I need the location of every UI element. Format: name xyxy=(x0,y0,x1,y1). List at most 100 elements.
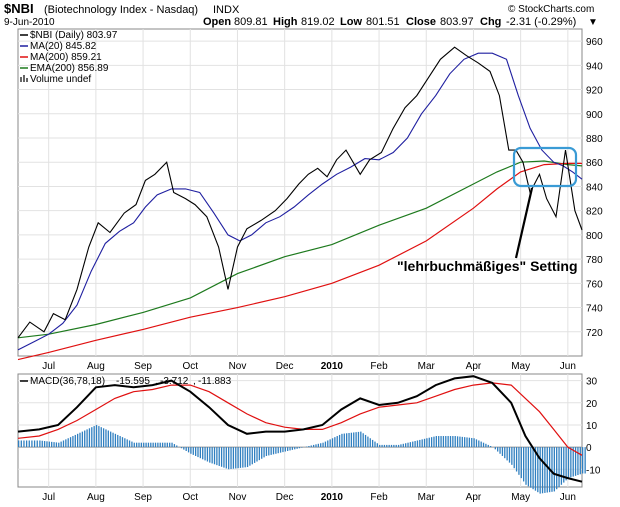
histogram-bar xyxy=(166,442,168,448)
legend-ema200: EMA(200) 856.89 xyxy=(30,63,109,74)
histogram-bar xyxy=(423,438,426,448)
histogram-bar xyxy=(126,439,128,448)
histogram-bar xyxy=(312,444,315,448)
macd-x-tick-label: Feb xyxy=(370,492,388,503)
histogram-bar xyxy=(261,447,263,459)
histogram-bar xyxy=(515,447,518,472)
macd-y-tick-label: -10 xyxy=(586,465,601,476)
macd-x-tick-label: Apr xyxy=(466,492,482,503)
histogram-bar xyxy=(164,442,166,448)
price-x-tick-label: Feb xyxy=(370,361,388,372)
histogram-bar xyxy=(497,447,499,452)
histogram-bar xyxy=(504,447,506,459)
histogram-bar xyxy=(43,441,46,448)
histogram-bar xyxy=(456,436,459,448)
price-y-tick-label: 960 xyxy=(586,37,603,48)
price-legend: $NBI (Daily) 803.97 MA(20) 845.82 MA(200… xyxy=(20,30,118,85)
histogram-bar xyxy=(376,443,378,448)
histogram-bar xyxy=(173,444,176,448)
legend-signal-value: -3.712 xyxy=(160,376,189,387)
histogram-bar xyxy=(485,443,487,448)
histogram-bar xyxy=(190,447,192,454)
histogram-bar xyxy=(315,444,317,448)
histogram-bar xyxy=(574,447,577,476)
histogram-bar xyxy=(185,447,187,451)
histogram-bar xyxy=(501,447,504,456)
histogram-bar xyxy=(523,447,525,482)
histogram-bar xyxy=(553,447,555,492)
histogram-bar xyxy=(263,447,265,458)
histogram-bar xyxy=(91,427,93,448)
histogram-bar xyxy=(36,440,38,448)
histogram-bar xyxy=(237,447,239,469)
histogram-bar xyxy=(447,436,449,448)
histogram-bar xyxy=(133,442,135,448)
price-x-ticks: Jul Aug Sep Oct Nov Dec 2010 Feb Mar Apr May Jun xyxy=(42,361,576,372)
histogram-bar xyxy=(464,437,466,448)
histogram-bar xyxy=(206,447,209,462)
low-value: 801.51 xyxy=(366,16,400,28)
histogram-bar xyxy=(117,434,119,448)
histogram-bar xyxy=(48,441,50,448)
histogram-bar xyxy=(55,442,58,448)
histogram-bar xyxy=(284,447,286,452)
histogram-bar xyxy=(20,440,22,448)
histogram-bar xyxy=(301,447,303,448)
histogram-bar xyxy=(480,441,482,448)
histogram-bar xyxy=(183,447,185,450)
histogram-bar xyxy=(579,447,581,475)
histogram-bar xyxy=(51,441,53,448)
histogram-bar xyxy=(428,437,430,448)
histogram-bar xyxy=(414,441,416,448)
price-x-tick-label: Oct xyxy=(182,361,198,372)
histogram-bar xyxy=(310,445,312,448)
price-y-tick-label: 740 xyxy=(586,304,603,315)
histogram-bar xyxy=(305,446,308,448)
histogram-bar xyxy=(213,447,216,465)
histogram-bar xyxy=(124,438,126,448)
histogram-bar xyxy=(324,441,327,448)
histogram-bar xyxy=(209,447,211,463)
histogram-bar xyxy=(560,447,563,485)
price-x-tick-label: Apr xyxy=(466,361,482,372)
histogram-bar xyxy=(435,436,437,448)
histogram-bar xyxy=(147,442,150,448)
histogram-bar xyxy=(397,444,400,448)
histogram-bar xyxy=(294,447,296,450)
histogram-bar xyxy=(69,437,72,448)
histogram-bar xyxy=(572,447,574,477)
histogram-bar xyxy=(360,431,362,448)
histogram-bar xyxy=(539,447,541,494)
histogram-bar xyxy=(546,447,548,493)
histogram-bar xyxy=(329,439,331,448)
annotation-text: "lehrbuchmäßiges" Setting xyxy=(397,258,578,274)
histogram-bar xyxy=(216,447,218,466)
histogram-bar xyxy=(445,436,447,448)
histogram-bar xyxy=(369,438,371,448)
histogram-bar xyxy=(244,447,246,468)
macd-x-tick-label: Jun xyxy=(560,492,576,503)
legend-sep-1: , xyxy=(155,376,158,387)
ma200-line xyxy=(17,162,582,361)
histogram-bar xyxy=(60,441,62,448)
histogram-bar xyxy=(28,440,30,448)
histogram-bar xyxy=(400,444,402,448)
histogram-bar xyxy=(114,433,117,448)
high-label: High xyxy=(273,16,298,28)
price-x-tick-label: Sep xyxy=(134,361,152,372)
histogram-bar xyxy=(478,440,480,448)
index-description: (Biotechnology Index - Nasdaq) xyxy=(44,4,198,16)
legend-volume: Volume undef xyxy=(30,74,91,85)
macd-x-ticks: Jul Aug Sep Oct Nov Dec 2010 Feb Mar Apr May Jun xyxy=(42,492,576,503)
histogram-bar xyxy=(520,447,522,479)
histogram-bar xyxy=(390,444,393,448)
histogram-bar xyxy=(119,436,121,448)
macd-x-tick-label: Dec xyxy=(276,492,294,503)
histogram-bar xyxy=(298,447,301,449)
histogram-bar xyxy=(461,436,463,448)
histogram-bar xyxy=(499,447,501,454)
histogram-bar xyxy=(532,447,534,490)
histogram-bar xyxy=(466,437,468,448)
price-y-tick-label: 760 xyxy=(586,279,603,290)
histogram-bar xyxy=(81,431,84,448)
